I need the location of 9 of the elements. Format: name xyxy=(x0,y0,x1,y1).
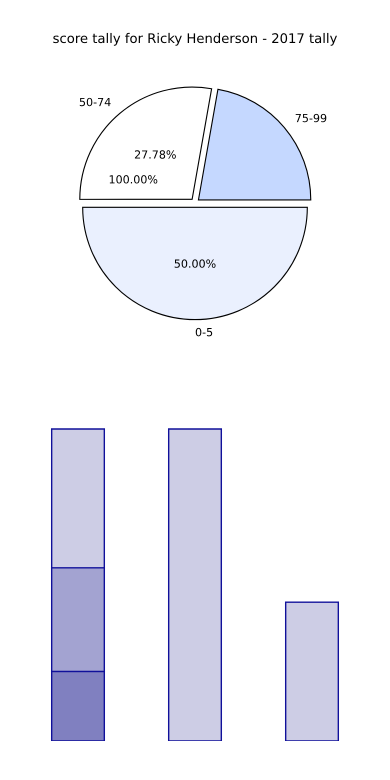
bar xyxy=(168,428,222,741)
slice-label: 50-74 xyxy=(80,98,111,106)
slice-label: 75-99 xyxy=(296,114,326,122)
chart-title: score tally for Ricky Henderson - 2017 tally xyxy=(53,32,337,46)
slice-label: 0-5 xyxy=(196,328,212,336)
data-label: 50.00% xyxy=(174,259,216,268)
data-label: 27.78% xyxy=(134,150,176,159)
bar xyxy=(284,601,340,741)
text: 100.00% xyxy=(110,175,158,184)
